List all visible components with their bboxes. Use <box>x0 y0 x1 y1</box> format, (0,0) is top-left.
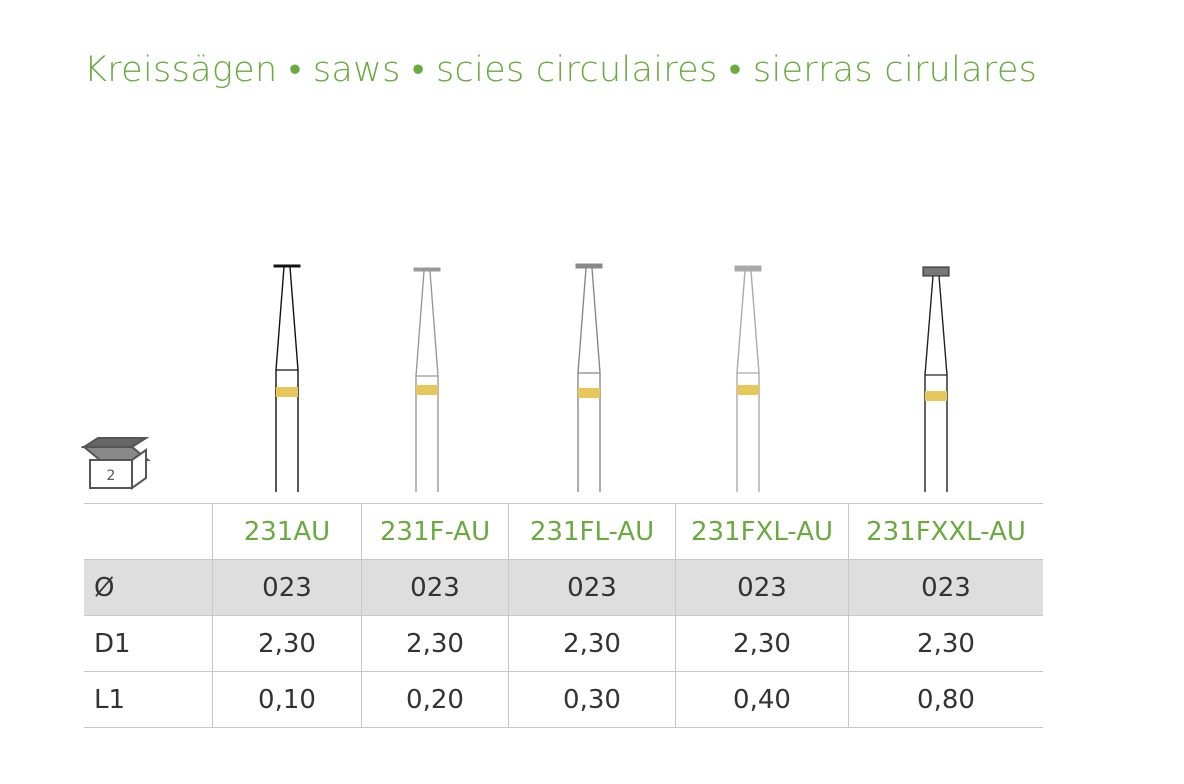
cell: 2,30 <box>212 615 362 672</box>
cell: 2,30 <box>675 615 849 672</box>
table-row: L1 0,10 0,20 0,30 0,40 0,80 <box>84 671 1043 728</box>
instrument-part <box>578 388 600 398</box>
cell: 023 <box>508 559 676 616</box>
instrument-part <box>737 385 759 395</box>
cell: 2,30 <box>848 615 1043 672</box>
instrument-part <box>924 275 948 492</box>
instrument-part <box>415 270 439 492</box>
table-row: D1 2,30 2,30 2,30 2,30 2,30 <box>84 615 1043 672</box>
title: Kreissägen • saws • scies circulaires • … <box>84 50 1038 90</box>
cell: 023 <box>212 559 362 616</box>
instrument-part <box>416 385 438 395</box>
instrument-part <box>273 264 301 268</box>
instrument-part <box>577 267 601 492</box>
instrument-part <box>575 263 603 269</box>
row-label: D1 <box>84 615 213 672</box>
table-row: Ø 023 023 023 023 023 <box>84 559 1043 616</box>
column-header: 231FL-AU <box>508 503 676 560</box>
cell: 023 <box>675 559 849 616</box>
column-header: 231F-AU <box>361 503 509 560</box>
instrument-part <box>736 270 760 492</box>
cell: 0,30 <box>508 671 676 728</box>
cell: 2,30 <box>508 615 676 672</box>
column-header: 231FXL-AU <box>675 503 849 560</box>
instrument-part <box>413 267 441 272</box>
instrument-part <box>925 391 947 401</box>
cell: 0,10 <box>212 671 362 728</box>
cell: 0,40 <box>675 671 849 728</box>
instrument-part <box>276 387 298 397</box>
column-header: 231FXXL-AU <box>848 503 1043 560</box>
header-row: 231AU 231F-AU 231FL-AU 231FXL-AU 231FXXL-AU <box>84 503 1043 560</box>
cell: 0,80 <box>848 671 1043 728</box>
spec-table: 231AU 231F-AU 231FL-AU 231FXL-AU 231FXXL-AU Ø… <box>84 503 1043 728</box>
cell: 2,30 <box>361 615 509 672</box>
column-header: 231AU <box>212 503 362 560</box>
package-icon: 2 <box>80 437 151 490</box>
cell: 0,20 <box>361 671 509 728</box>
row-label: L1 <box>84 671 213 728</box>
cell: 023 <box>848 559 1043 616</box>
instruments <box>273 263 950 492</box>
instrument-part <box>275 266 299 492</box>
instrument-part <box>734 265 762 272</box>
package-quantity: 2 <box>107 468 116 484</box>
row-label: Ø <box>84 559 213 616</box>
instrument-part <box>922 266 950 277</box>
corner-cell <box>84 503 213 560</box>
cell: 023 <box>361 559 509 616</box>
